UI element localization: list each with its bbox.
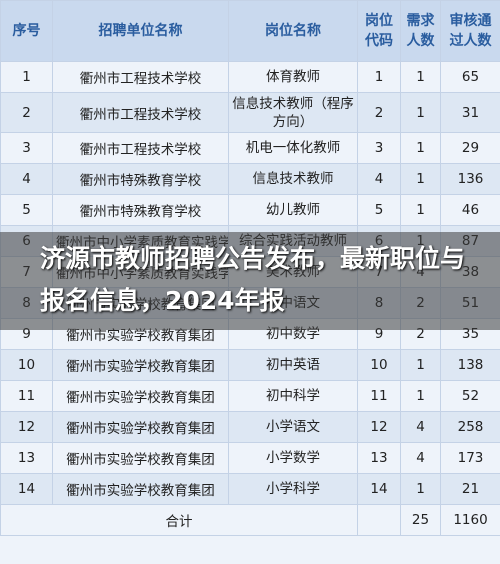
table-cell: 衢州市工程技术学校 — [52, 61, 229, 93]
table-cell: 2 — [0, 92, 53, 133]
table-row: 12 衢州市实验学校教育集团 小学语文 12 4 258 — [0, 411, 500, 443]
total-need: 25 — [400, 504, 441, 536]
table-cell: 11 — [357, 380, 401, 412]
table-cell: 14 — [357, 473, 401, 505]
table-cell: 12 — [0, 411, 53, 443]
table-cell: 衢州市实验学校教育集团 — [52, 349, 229, 381]
table-cell: 衢州市特殊教育学校 — [52, 194, 229, 226]
table-row: 5 衢州市特殊教育学校 幼儿教师 5 1 46 — [0, 194, 500, 226]
table-cell: 衢州市工程技术学校 — [52, 92, 229, 133]
table-cell: 13 — [0, 442, 53, 474]
table-cell: 11 — [0, 380, 53, 412]
table-cell: 3 — [357, 132, 401, 164]
table-cell: 信息技术教师（程序方向） — [228, 92, 358, 133]
table-row: 10 衢州市实验学校教育集团 初中英语 10 1 138 — [0, 349, 500, 381]
table-cell: 小学语文 — [228, 411, 358, 443]
table-cell: 1 — [400, 163, 441, 195]
table-cell: 1 — [400, 380, 441, 412]
table-row: 3 衢州市工程技术学校 机电一体化教师 3 1 29 — [0, 132, 500, 164]
table-cell: 4 — [357, 163, 401, 195]
table-cell: 小学科学 — [228, 473, 358, 505]
table-cell: 5 — [357, 194, 401, 226]
table-cell: 衢州市实验学校教育集团 — [52, 473, 229, 505]
table-cell: 1 — [400, 194, 441, 226]
table-cell: 衢州市实验学校教育集团 — [52, 380, 229, 412]
table-cell: 46 — [440, 194, 500, 226]
table-row: 14 衢州市实验学校教育集团 小学科学 14 1 21 — [0, 473, 500, 505]
table-cell: 信息技术教师 — [228, 163, 358, 195]
table-cell: 1 — [400, 473, 441, 505]
table-cell: 31 — [440, 92, 500, 133]
table-cell: 5 — [0, 194, 53, 226]
table-cell: 21 — [440, 473, 500, 505]
table-cell: 136 — [440, 163, 500, 195]
header-cell: 招聘单位名称 — [52, 0, 229, 62]
table-cell: 1 — [357, 61, 401, 93]
table-cell: 初中科学 — [228, 380, 358, 412]
total-row: 合计 25 1160 — [0, 504, 500, 536]
total-label: 合计 — [0, 504, 358, 536]
table-cell: 衢州市工程技术学校 — [52, 132, 229, 164]
table-cell: 4 — [400, 442, 441, 474]
table-cell: 52 — [440, 380, 500, 412]
table-cell: 初中英语 — [228, 349, 358, 381]
table-row: 13 衢州市实验学校教育集团 小学数学 13 4 173 — [0, 442, 500, 474]
table-cell: 1 — [400, 61, 441, 93]
table-cell: 1 — [0, 61, 53, 93]
table-cell: 机电一体化教师 — [228, 132, 358, 164]
table-cell: 衢州市实验学校教育集团 — [52, 442, 229, 474]
total-passed: 1160 — [440, 504, 500, 536]
table-cell: 14 — [0, 473, 53, 505]
table-cell: 1 — [400, 349, 441, 381]
table-cell: 4 — [0, 163, 53, 195]
table-row: 1 衢州市工程技术学校 体育教师 1 1 65 — [0, 61, 500, 93]
overlay-title: 济源市教师招聘公告发布，最新职位与报名信息，2024年报 — [0, 232, 500, 330]
header-row: 序号 招聘单位名称 岗位名称 岗位代码 需求人数 审核通过人数 — [0, 0, 500, 62]
table-cell: 衢州市实验学校教育集团 — [52, 411, 229, 443]
table-cell: 体育教师 — [228, 61, 358, 93]
table-row: 2 衢州市工程技术学校 信息技术教师（程序方向） 2 1 31 — [0, 92, 500, 133]
header-cell: 岗位代码 — [357, 0, 401, 62]
table-cell: 10 — [357, 349, 401, 381]
table-cell: 173 — [440, 442, 500, 474]
table-cell: 10 — [0, 349, 53, 381]
table-cell: 衢州市特殊教育学校 — [52, 163, 229, 195]
table-cell: 4 — [400, 411, 441, 443]
header-cell: 岗位名称 — [228, 0, 358, 62]
header-cell: 序号 — [0, 0, 53, 62]
table-cell: 29 — [440, 132, 500, 164]
table-cell: 幼儿教师 — [228, 194, 358, 226]
table-row: 4 衢州市特殊教育学校 信息技术教师 4 1 136 — [0, 163, 500, 195]
table-cell: 3 — [0, 132, 53, 164]
table-cell — [357, 504, 401, 536]
header-cell: 审核通过人数 — [440, 0, 500, 62]
table-cell: 12 — [357, 411, 401, 443]
header-cell: 需求人数 — [400, 0, 441, 62]
table-row: 11 衢州市实验学校教育集团 初中科学 11 1 52 — [0, 380, 500, 412]
table-cell: 138 — [440, 349, 500, 381]
table-cell: 小学数学 — [228, 442, 358, 474]
table-cell: 65 — [440, 61, 500, 93]
table-cell: 1 — [400, 92, 441, 133]
table-cell: 13 — [357, 442, 401, 474]
table-cell: 258 — [440, 411, 500, 443]
table-cell: 2 — [357, 92, 401, 133]
table-cell: 1 — [400, 132, 441, 164]
